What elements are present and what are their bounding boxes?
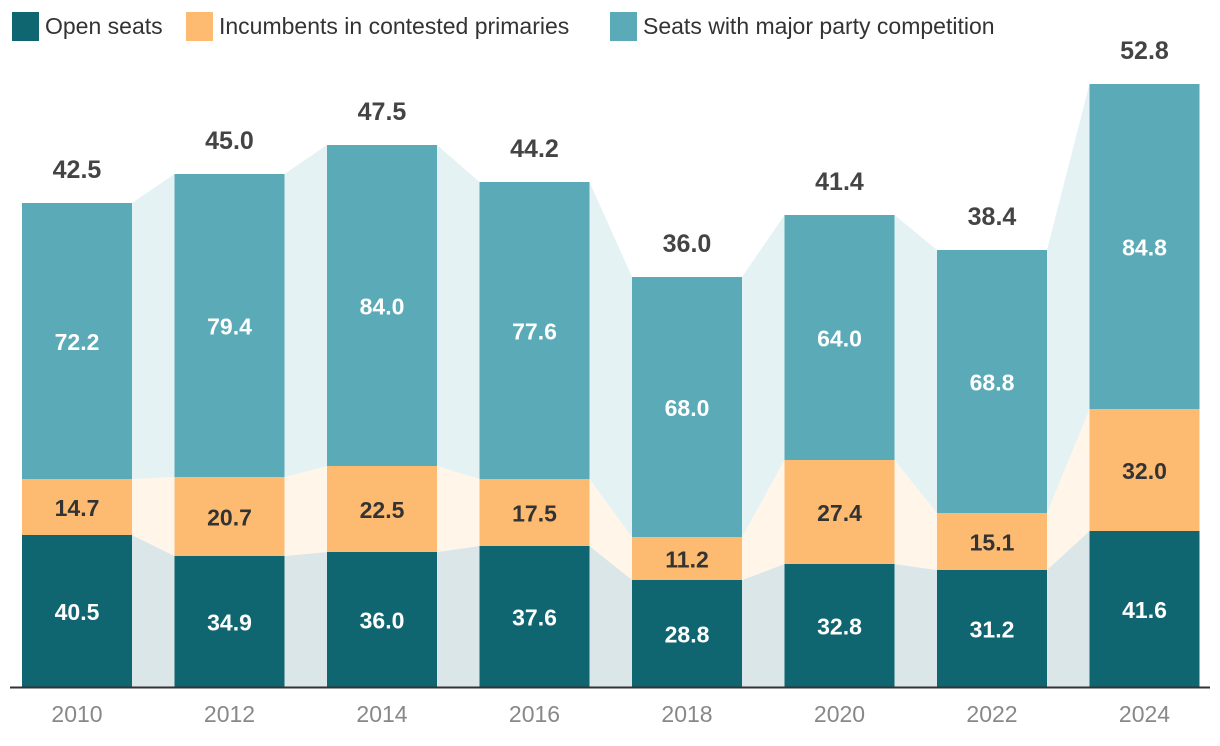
x-tick-2022: 2022 — [966, 701, 1017, 727]
bar-2016-s1 — [479, 546, 590, 687]
bar-2018-s1 — [632, 580, 742, 687]
band-2022-2024-s1 — [1047, 531, 1090, 687]
band-2012-2014-s2 — [284, 466, 327, 556]
data-labels: 40.5 14.7 72.2 42.5 34.9 20.7 79.4 45.0 36.0 22.5… — [53, 37, 1169, 648]
band-2020-2022-s3 — [894, 215, 937, 513]
data-label-2022-s3: 68.8 — [970, 370, 1015, 396]
bar-2016-s3 — [479, 182, 590, 479]
bar-2020-s1 — [784, 564, 895, 687]
data-label-2024-s2: 32.0 — [1122, 458, 1167, 484]
band-2020-2022-s2 — [894, 460, 937, 570]
legend-label-1: Open seats — [45, 13, 163, 39]
legend-swatch-1 — [12, 12, 39, 41]
x-tick-2016: 2016 — [509, 701, 560, 727]
legend-label-2: Incumbents in contested primaries — [219, 13, 569, 39]
data-label-2024-s3: 84.8 — [1122, 235, 1167, 261]
data-label-2010-s3: 72.2 — [55, 329, 100, 355]
x-tick-2024: 2024 — [1119, 701, 1170, 727]
legend: Open seats Incumbents in contested primar… — [12, 12, 995, 41]
band-2020-2022-s1 — [894, 564, 937, 687]
band-2014-2016-s2 — [437, 466, 480, 552]
data-label-2018-s3: 68.0 — [665, 395, 710, 421]
bar-2020-s3 — [784, 215, 895, 460]
legend-swatch-2 — [186, 12, 213, 41]
bar-2020-s2 — [784, 460, 895, 564]
bars — [22, 84, 1200, 687]
bar-2010-s1 — [22, 535, 132, 687]
data-label-2022-s2: 15.1 — [970, 530, 1015, 556]
bar-2024-s2 — [1089, 409, 1200, 531]
x-tick-2012: 2012 — [204, 701, 255, 727]
connector-bands — [132, 84, 1090, 687]
bar-2024-s1 — [1089, 531, 1200, 687]
data-label-2020-s2: 27.4 — [817, 500, 862, 526]
band-2014-2016-s1 — [437, 546, 480, 687]
legend-label-3: Seats with major party competition — [643, 13, 995, 39]
total-label-2016: 44.2 — [510, 135, 559, 163]
bar-2014-s1 — [327, 552, 437, 687]
band-2016-2018-s3 — [589, 182, 632, 537]
band-2018-2020-s1 — [742, 564, 785, 687]
bar-2012-s1 — [174, 556, 285, 687]
band-2010-2012-s1 — [132, 535, 175, 687]
band-2016-2018-s1 — [589, 546, 632, 687]
bar-2014-s2 — [327, 466, 437, 552]
band-2022-2024-s3 — [1047, 84, 1090, 513]
bar-2012-s3 — [174, 174, 285, 477]
total-label-2010: 42.5 — [53, 156, 102, 184]
total-label-2022: 38.4 — [968, 203, 1017, 231]
bar-2018-s3 — [632, 277, 742, 537]
data-label-2018-s2: 11.2 — [665, 547, 709, 573]
band-2016-2018-s2 — [589, 479, 632, 580]
bar-2018-s2 — [632, 537, 742, 580]
data-label-2012-s2: 20.7 — [207, 505, 252, 531]
band-2010-2012-s3 — [132, 174, 175, 479]
bar-2022-s3 — [937, 250, 1047, 513]
total-label-2018: 36.0 — [663, 230, 712, 258]
total-label-2012: 45.0 — [205, 127, 254, 155]
data-label-2014-s3: 84.0 — [360, 294, 405, 320]
x-tick-2018: 2018 — [661, 701, 712, 727]
data-label-2010-s1: 40.5 — [55, 599, 100, 625]
bar-2016-s2 — [479, 479, 590, 546]
data-label-2010-s2: 14.7 — [55, 495, 100, 521]
total-label-2014: 47.5 — [358, 98, 407, 126]
band-2010-2012-s2 — [132, 477, 175, 556]
data-label-2024-s1: 41.6 — [1122, 597, 1167, 623]
x-axis: 2010 2012 2014 2016 2018 2020 2022 2024 — [10, 686, 1210, 727]
x-tick-2010: 2010 — [51, 701, 102, 727]
band-2014-2016-s3 — [437, 145, 480, 479]
total-label-2024: 52.8 — [1120, 37, 1169, 65]
data-label-2016-s1: 37.6 — [512, 605, 557, 631]
total-label-2020: 41.4 — [815, 168, 864, 196]
x-tick-2020: 2020 — [814, 701, 865, 727]
data-label-2014-s2: 22.5 — [360, 497, 405, 523]
bar-2012-s2 — [174, 477, 285, 556]
legend-swatch-3 — [610, 12, 637, 41]
band-2018-2020-s3 — [742, 215, 785, 537]
bar-2014-s3 — [327, 145, 437, 466]
band-2012-2014-s3 — [284, 145, 327, 477]
bar-2024-s3 — [1089, 84, 1200, 409]
bar-2022-s2 — [937, 513, 1047, 570]
data-label-2020-s1: 32.8 — [817, 614, 862, 640]
bar-2010-s2 — [22, 479, 132, 535]
data-label-2014-s1: 36.0 — [360, 608, 405, 634]
band-2012-2014-s1 — [284, 552, 327, 687]
data-label-2012-s3: 79.4 — [207, 314, 252, 340]
data-label-2018-s1: 28.8 — [665, 622, 710, 648]
data-label-2016-s3: 77.6 — [512, 319, 557, 345]
data-label-2020-s3: 64.0 — [817, 326, 862, 352]
band-2022-2024-s2 — [1047, 409, 1090, 570]
data-label-2012-s1: 34.9 — [207, 610, 252, 636]
data-label-2016-s2: 17.5 — [512, 501, 557, 527]
bar-2010-s3 — [22, 203, 132, 479]
x-tick-2014: 2014 — [356, 701, 407, 727]
band-2018-2020-s2 — [742, 460, 785, 580]
data-label-2022-s1: 31.2 — [970, 617, 1015, 643]
bar-2022-s1 — [937, 570, 1047, 687]
